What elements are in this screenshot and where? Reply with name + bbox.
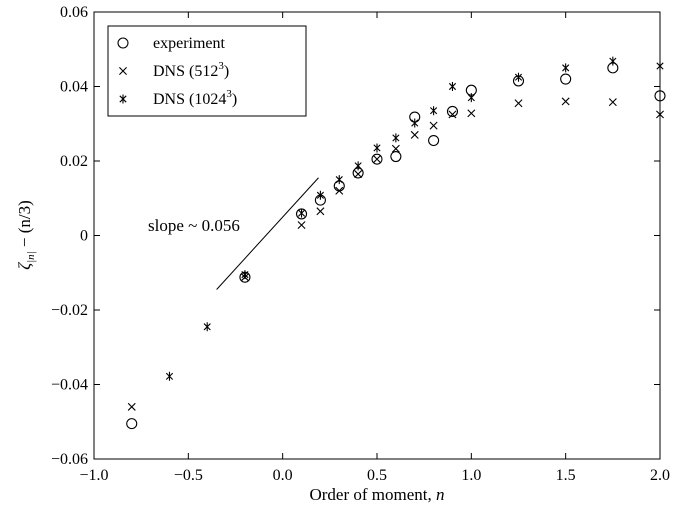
y-axis-title: ζ|n| − (n/3) — [15, 200, 37, 270]
data-point — [354, 161, 362, 171]
data-point — [165, 371, 174, 381]
data-point — [448, 82, 457, 91]
legend-marker — [119, 94, 127, 104]
data-point — [430, 106, 438, 116]
data-point — [392, 133, 400, 143]
y-tick-label: −0.06 — [51, 451, 88, 468]
data-point — [127, 402, 136, 411]
series-circle — [126, 62, 666, 430]
y-tick-label: 0 — [80, 228, 88, 245]
data-point — [371, 153, 383, 165]
data-point — [297, 208, 306, 218]
x-tick-label: 0.5 — [367, 467, 387, 484]
data-point — [297, 221, 306, 230]
y-tick-label: 0.02 — [60, 153, 88, 170]
slope-annotation-text: slope ~ 0.056 — [148, 216, 240, 235]
y-tick-label: −0.02 — [51, 302, 88, 319]
plot-marks — [126, 56, 666, 430]
data-point — [429, 121, 438, 130]
legend-label: DNS (5123) — [153, 60, 229, 80]
x-tick-label: −0.5 — [174, 467, 203, 484]
data-point — [411, 118, 419, 128]
data-point — [514, 99, 523, 108]
legend: experiment DNS (5123) DNS (10243) — [107, 25, 307, 117]
legend-entry: experiment — [117, 35, 226, 52]
legend-entry: DNS (5123) — [119, 60, 229, 80]
data-point — [126, 418, 138, 430]
data-point — [241, 270, 249, 280]
series-asterisk — [165, 56, 664, 381]
legend-marker — [119, 67, 127, 75]
data-point — [410, 130, 419, 139]
data-point — [428, 134, 440, 147]
data-point — [335, 175, 343, 185]
legend-label: experiment — [153, 35, 226, 52]
data-point — [373, 143, 381, 153]
axis-ticks: −1.0 −0.5 0.0 0.5 1.0 1.5 2.0 −0.06 −0.04 −0.02 0 0… — [51, 4, 670, 484]
data-point — [446, 105, 459, 118]
data-point — [390, 150, 402, 163]
data-point — [391, 144, 400, 153]
data-point — [514, 72, 523, 82]
x-tick-label: 2.0 — [650, 467, 670, 484]
slope-annotation-line — [216, 177, 319, 290]
data-point — [448, 110, 457, 119]
legend-label: DNS (10243) — [153, 88, 237, 108]
x-tick-label: 1.5 — [556, 467, 576, 484]
data-point — [354, 170, 363, 179]
x-tick-label: 0.0 — [273, 467, 293, 484]
data-point — [608, 98, 617, 107]
legend-entry: DNS (10243) — [119, 88, 237, 108]
data-point — [560, 73, 572, 85]
data-point — [467, 93, 475, 103]
data-point — [561, 97, 570, 106]
data-point — [316, 207, 325, 216]
data-point — [316, 190, 324, 200]
y-tick-label: 0.06 — [60, 4, 88, 21]
x-axis-title: Order of moment, n — [309, 485, 444, 504]
y-tick-label: −0.04 — [51, 377, 88, 394]
legend-box — [107, 25, 307, 117]
y-tick-label: 0.04 — [60, 79, 88, 96]
series-x — [127, 97, 664, 411]
data-point — [373, 155, 381, 164]
x-tick-label: −1.0 — [79, 467, 108, 484]
x-tick-label: 1.0 — [461, 467, 481, 484]
data-point — [203, 322, 211, 332]
data-point — [609, 56, 617, 66]
data-point — [467, 109, 476, 118]
data-point — [335, 186, 344, 195]
data-point — [562, 63, 570, 73]
legend-marker — [117, 37, 129, 49]
